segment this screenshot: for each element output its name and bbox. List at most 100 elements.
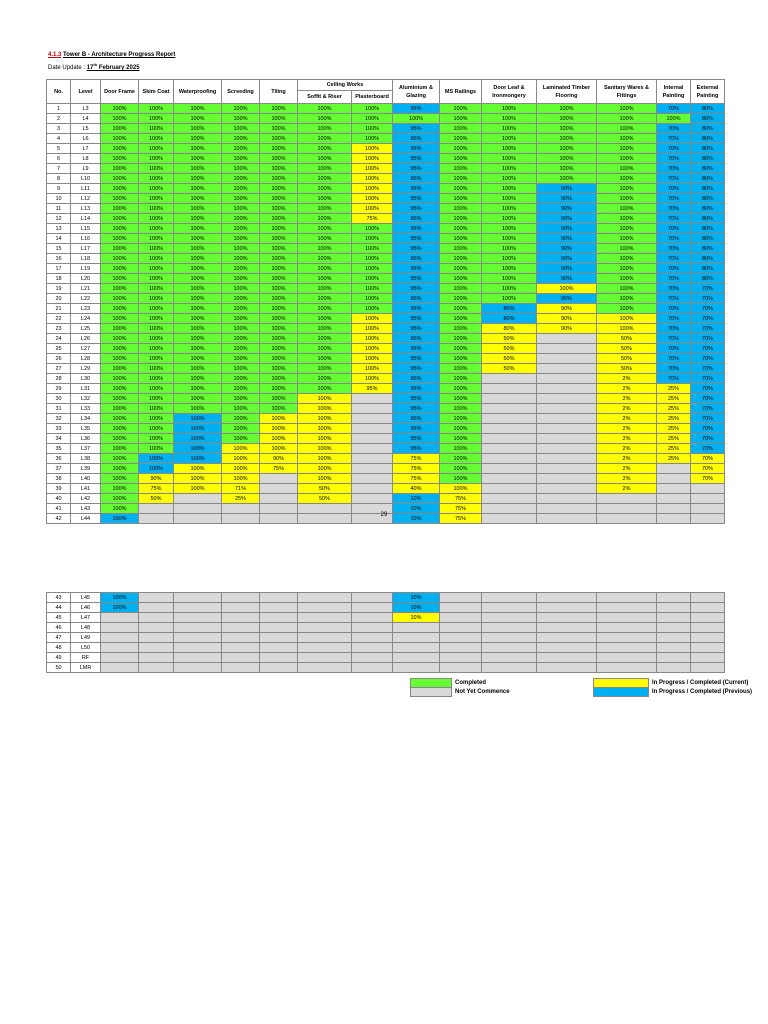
progress-cell: 90% <box>138 473 174 484</box>
progress-cell: 100% <box>297 113 352 124</box>
progress-cell: 25% <box>656 453 691 464</box>
progress-cell: 100% <box>221 213 260 224</box>
row-level: L37 <box>70 443 101 454</box>
section-number: 4.1.3 <box>48 52 62 58</box>
row-number: 2 <box>46 113 71 124</box>
progress-cell <box>351 463 393 474</box>
progress-cell: 100% <box>173 223 222 234</box>
progress-cell: 100% <box>481 223 537 234</box>
legend-not-yet: Not Yet Commence <box>455 688 510 695</box>
progress-cell: 100% <box>596 223 657 234</box>
row-level: L18 <box>70 253 101 264</box>
progress-cell: 70% <box>690 443 725 454</box>
progress-cell: 100% <box>100 433 139 444</box>
progress-cell: 50% <box>297 483 352 494</box>
progress-cell <box>656 632 691 643</box>
progress-cell: 100% <box>138 183 174 194</box>
row-number: 15 <box>46 243 71 254</box>
progress-cell: 80% <box>690 263 725 274</box>
progress-cell: 95% <box>392 313 440 324</box>
progress-cell: 100% <box>221 143 260 154</box>
progress-cell: 95% <box>392 143 440 154</box>
progress-cell <box>392 662 440 673</box>
progress-cell: 95% <box>392 333 440 344</box>
progress-cell <box>351 393 393 404</box>
progress-cell: 100% <box>100 183 139 194</box>
row-level: L12 <box>70 193 101 204</box>
progress-cell: 100% <box>221 373 260 384</box>
table-row: 9 L11 100% 100% 100% 100% 100% 100% 100% 95% 100% 1… <box>46 183 725 194</box>
progress-table-continued: 43 L45 100% 10% 44 L46 100% 10% 45 L47 10% 46 L48 47 L… <box>46 592 725 673</box>
col-no-header: No. <box>46 79 71 104</box>
progress-cell: 100% <box>297 103 352 114</box>
progress-cell: 2% <box>596 483 657 494</box>
progress-cell: 50% <box>138 493 174 504</box>
progress-cell: 100% <box>439 103 482 114</box>
progress-cell: 100% <box>221 253 260 264</box>
progress-cell: 100% <box>297 453 352 464</box>
progress-cell: 100% <box>173 103 222 114</box>
progress-cell <box>656 483 691 494</box>
row-level: L50 <box>70 642 101 653</box>
progress-cell <box>100 652 139 663</box>
progress-cell: 100% <box>439 463 482 474</box>
progress-cell <box>259 602 298 613</box>
progress-cell <box>656 622 691 633</box>
row-number: 30 <box>46 393 71 404</box>
progress-cell: 95% <box>392 363 440 374</box>
table-row: 6 L8 100% 100% 100% 100% 100% 100% 100% 95% 100% 10… <box>46 153 725 164</box>
progress-cell: 25% <box>656 443 691 454</box>
progress-cell: 100% <box>138 283 174 294</box>
progress-cell <box>100 662 139 673</box>
progress-cell: 100% <box>221 333 260 344</box>
row-number: 12 <box>46 213 71 224</box>
progress-cell: 75% <box>392 453 440 464</box>
progress-cell: 100% <box>100 363 139 374</box>
progress-cell <box>656 463 691 474</box>
row-level: L29 <box>70 363 101 374</box>
progress-cell: 100% <box>138 413 174 424</box>
progress-cell: 100% <box>297 353 352 364</box>
progress-cell: 100% <box>351 263 393 274</box>
progress-cell: 100% <box>259 203 298 214</box>
progress-cell: 100% <box>481 133 537 144</box>
progress-cell: 100% <box>173 413 222 424</box>
progress-cell: 100% <box>297 163 352 174</box>
progress-cell: 70% <box>656 313 691 324</box>
progress-cell <box>439 592 482 603</box>
progress-cell: 100% <box>536 103 597 114</box>
progress-cell: 100% <box>100 483 139 494</box>
progress-cell: 100% <box>138 323 174 334</box>
progress-cell: 100% <box>297 283 352 294</box>
progress-cell: 100% <box>221 413 260 424</box>
progress-cell <box>481 423 537 434</box>
progress-table: No. Level Door Frame Skim Coat Waterproo… <box>46 79 725 524</box>
progress-cell <box>536 473 597 484</box>
progress-cell: 100% <box>259 103 298 114</box>
progress-cell: 90% <box>536 223 597 234</box>
progress-cell <box>656 493 691 504</box>
progress-cell: 10% <box>392 612 440 623</box>
table-row: 27 L29 100% 100% 100% 100% 100% 100% 100% 95% 100%… <box>46 363 725 374</box>
progress-cell: 100% <box>351 123 393 134</box>
progress-cell: 100% <box>221 463 260 474</box>
progress-cell: 75% <box>392 463 440 474</box>
progress-cell <box>536 353 597 364</box>
progress-cell: 100% <box>100 473 139 484</box>
progress-cell <box>392 622 440 633</box>
progress-cell: 100% <box>259 253 298 264</box>
row-level: L49 <box>70 632 101 643</box>
row-number: 27 <box>46 363 71 374</box>
row-level: L45 <box>70 592 101 603</box>
progress-cell: 100% <box>259 243 298 254</box>
progress-cell: 70% <box>690 343 725 354</box>
col-plasterboard-header: Plasterboard <box>351 90 393 104</box>
progress-cell: 100% <box>297 393 352 404</box>
progress-cell <box>221 632 260 643</box>
row-number: 5 <box>46 143 71 154</box>
progress-cell: 100% <box>259 263 298 274</box>
progress-cell: 95% <box>392 433 440 444</box>
progress-cell: 100% <box>173 253 222 264</box>
progress-cell <box>351 433 393 444</box>
table-row: 14 L16 100% 100% 100% 100% 100% 100% 100% 95% 100%… <box>46 233 725 244</box>
